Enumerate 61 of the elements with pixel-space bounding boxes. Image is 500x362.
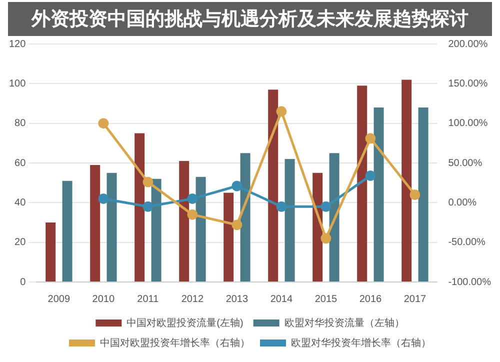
x-tick-label: 2014 [270, 294, 293, 305]
point [365, 133, 376, 144]
bar [418, 107, 428, 282]
x-tick-label: 2013 [226, 294, 248, 305]
bar [46, 222, 56, 282]
bar [196, 176, 206, 282]
point [98, 118, 109, 129]
point [320, 233, 332, 244]
point [410, 189, 420, 200]
y2-tick-label: 150.00% [448, 78, 488, 90]
point [142, 176, 154, 188]
y2-tick-label: 200.00% [448, 38, 488, 50]
x-tick-label: 2016 [359, 294, 382, 305]
point [98, 193, 109, 204]
y-tick-label: 60 [14, 158, 26, 169]
bar [402, 80, 412, 282]
bar [284, 159, 295, 282]
y2-tick-label: 0.00% [448, 197, 477, 208]
x-tick-label: 2015 [314, 294, 338, 305]
y2-tick-label: -100.00% [448, 276, 492, 288]
x-tick-label: 2010 [92, 294, 115, 305]
bar [329, 153, 340, 282]
bar [151, 178, 162, 282]
chart-title: 外资投资中国的挑战与机遇分析及未来发展趋势探讨 [8, 2, 492, 36]
bar [179, 161, 190, 282]
bar [62, 180, 72, 282]
y2-tick-label: -50.00% [448, 237, 486, 248]
bar [268, 90, 278, 282]
y-tick-label: 80 [14, 118, 26, 130]
point [187, 209, 198, 220]
point [232, 220, 242, 230]
x-tick-label: 2009 [48, 294, 70, 305]
bar [224, 192, 234, 282]
point [142, 201, 154, 212]
point [187, 193, 198, 204]
bar [106, 172, 117, 282]
legend-label: 欧盟对华投资流量（左轴） [284, 316, 404, 329]
point [276, 106, 287, 117]
y-tick-label: 0 [20, 276, 26, 288]
x-tick-label: 2011 [137, 294, 160, 305]
y2-tick-label: 100.00% [448, 118, 488, 130]
point [320, 201, 332, 212]
bar [134, 133, 145, 282]
y2-tick-label: 50.00% [448, 158, 482, 169]
bar [90, 164, 100, 282]
legend-label: 中国对欧盟投资年增长率（右轴） [100, 336, 250, 349]
point [276, 201, 287, 212]
y-tick-label: 120 [8, 38, 26, 50]
bar [374, 107, 384, 282]
x-tick-label: 2017 [404, 294, 426, 305]
bar [312, 172, 323, 282]
legend-label: 欧盟对华投资年增长率（右轴） [291, 336, 431, 349]
y-tick-label: 100 [8, 78, 26, 90]
y-tick-label: 40 [14, 197, 26, 208]
bar [357, 86, 368, 282]
x-tick-label: 2012 [181, 294, 204, 305]
point [365, 170, 376, 181]
point [232, 180, 242, 192]
legend-label: 中国对欧盟投资流量(左轴) [126, 316, 244, 329]
y-tick-label: 20 [14, 237, 26, 248]
bar [240, 153, 250, 282]
